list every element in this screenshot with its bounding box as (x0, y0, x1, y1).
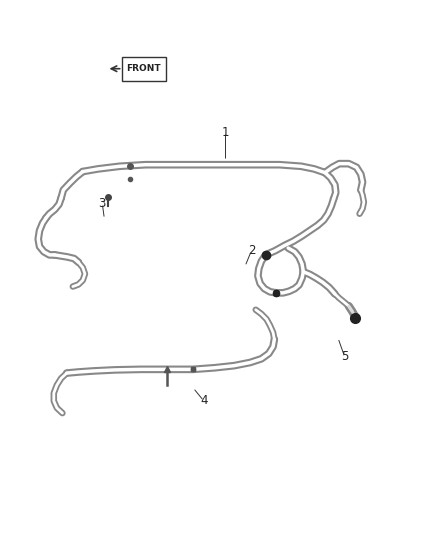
Text: 1: 1 (222, 125, 229, 139)
Text: 3: 3 (99, 197, 106, 209)
Text: 2: 2 (247, 244, 255, 257)
Text: 5: 5 (341, 350, 348, 362)
Text: 4: 4 (200, 394, 208, 408)
Text: FRONT: FRONT (127, 64, 161, 73)
FancyBboxPatch shape (122, 56, 166, 81)
